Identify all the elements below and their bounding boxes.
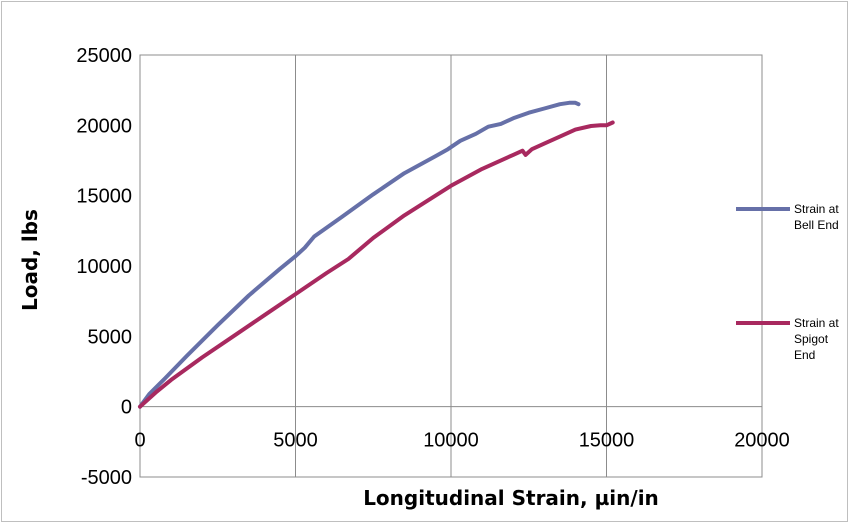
- x-tick-label: 20000: [734, 430, 790, 452]
- y-tick-label: -5000: [81, 467, 132, 489]
- x-axis-title: Longitudinal Strain, µin/in: [363, 486, 659, 510]
- plot-frame-rect: [139, 54, 763, 478]
- legend-label: Spigot: [794, 332, 829, 346]
- y-tick-label: 25000: [76, 45, 132, 67]
- series-lines: [138, 100, 615, 409]
- y-tick-label: 15000: [76, 186, 132, 208]
- x-tick-label: 10000: [423, 430, 479, 452]
- series-line-0: [138, 100, 581, 409]
- series-line-1: [138, 120, 615, 409]
- legend: Strain at Bell End Strain at Spigot End: [736, 202, 839, 362]
- y-tick-label: 5000: [88, 326, 133, 348]
- y-tick-labels: -5000 0 5000 10000 15000 20000 25000: [76, 45, 132, 489]
- legend-label: End: [794, 348, 815, 362]
- x-tick-label: 15000: [579, 430, 635, 452]
- x-tick-labels: 0 5000 10000 15000 20000: [134, 430, 789, 452]
- x-tick-label: 0: [134, 430, 145, 452]
- legend-label: Strain at: [794, 316, 839, 330]
- y-tick-label: 10000: [76, 256, 132, 278]
- gridlines: [139, 55, 763, 477]
- plot-area-border: [139, 54, 763, 478]
- x-tick-label: 5000: [273, 430, 318, 452]
- legend-label: Bell End: [794, 218, 839, 232]
- legend-label: Strain at: [794, 202, 839, 216]
- y-tick-label: 20000: [76, 115, 132, 137]
- y-tick-label: 0: [121, 397, 132, 419]
- y-axis-title: Load, lbs: [18, 209, 42, 311]
